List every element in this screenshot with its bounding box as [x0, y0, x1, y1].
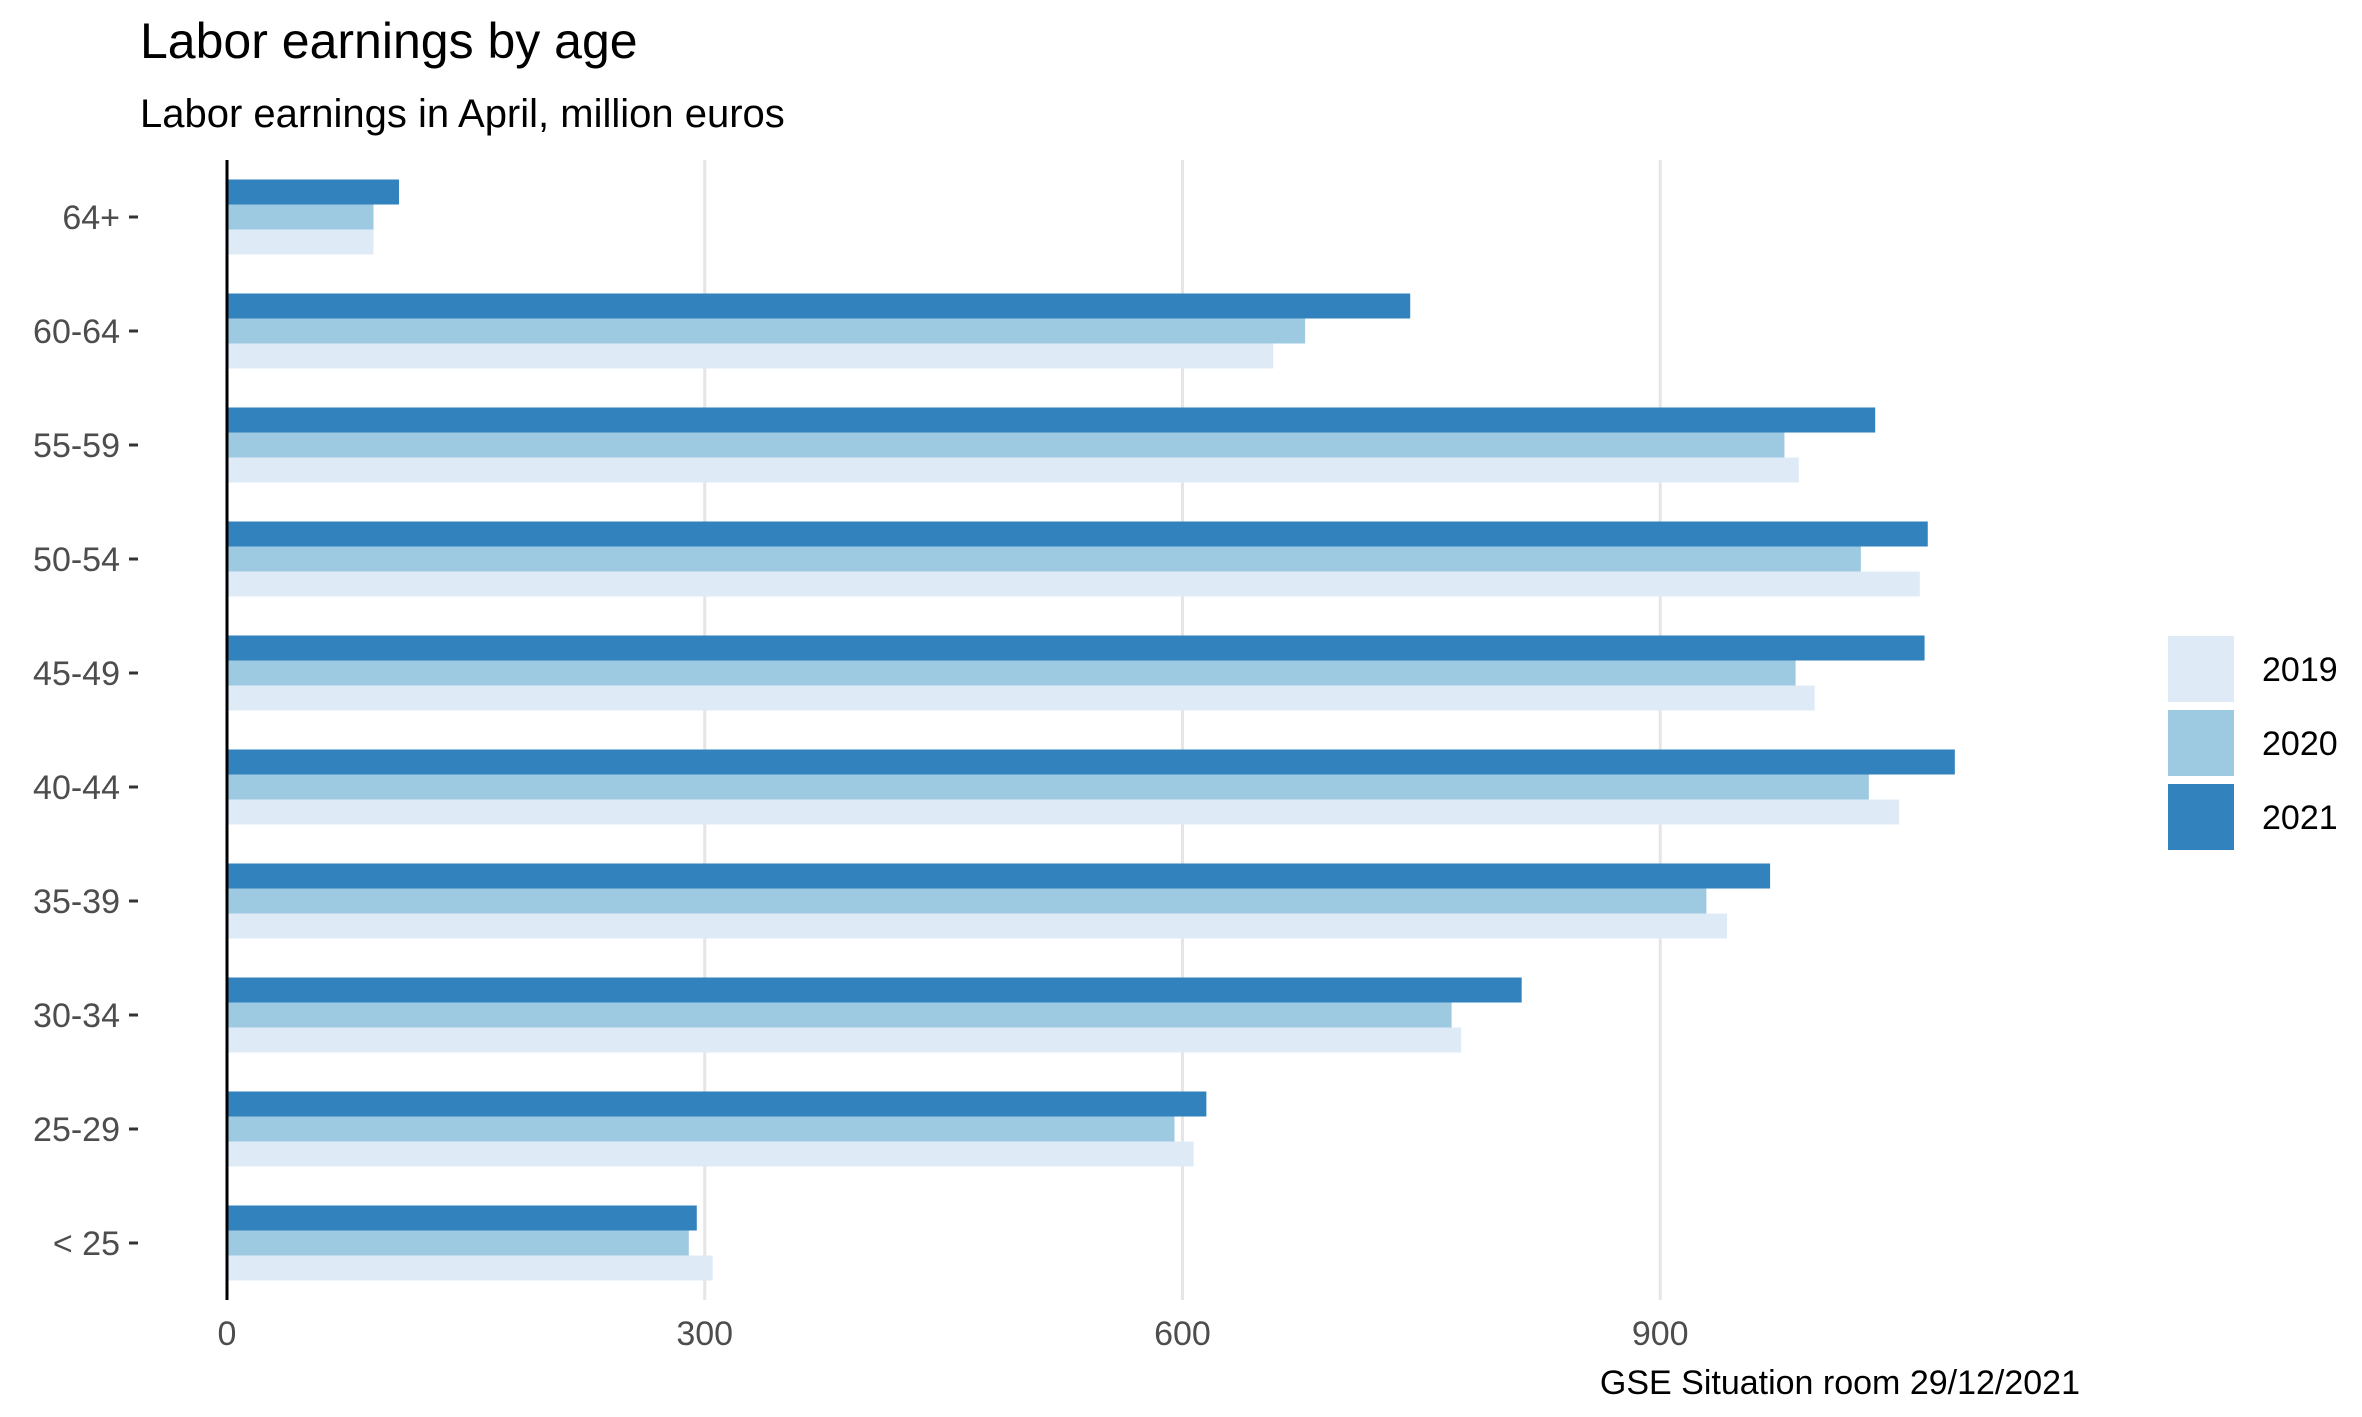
bar-2020-6 — [227, 546, 1861, 572]
y-tick-label-5: 45-49 — [33, 655, 120, 693]
legend-label-2020: 2020 — [2262, 725, 2338, 763]
y-tick-label-4: 40-44 — [33, 769, 120, 807]
chart-subtitle: Labor earnings in April, million euros — [140, 92, 785, 136]
bar-2019-1 — [227, 1141, 1194, 1167]
bar-2019-0 — [227, 1255, 713, 1281]
bar-2019-7 — [227, 457, 1799, 483]
y-tick-label-8: 60-64 — [33, 313, 120, 351]
bar-2019-3 — [227, 913, 1728, 939]
legend-label-2019: 2019 — [2262, 651, 2338, 689]
chart-caption: GSE Situation room 29/12/2021 — [1599, 1364, 2080, 1402]
legend-swatch-2020 — [2168, 710, 2234, 776]
bar-2021-7 — [227, 407, 1876, 433]
legend-swatch-2019 — [2168, 636, 2234, 702]
bar-2021-9 — [227, 179, 399, 205]
x-tick-label-3: 900 — [1632, 1315, 1689, 1353]
bar-2020-9 — [227, 204, 374, 230]
y-tick-label-6: 50-54 — [33, 541, 120, 579]
legend-swatch-2021 — [2168, 784, 2234, 850]
y-tick-label-1: 25-29 — [33, 1111, 120, 1149]
bar-2020-8 — [227, 318, 1306, 344]
bar-2019-2 — [227, 1027, 1462, 1053]
x-tick-label-0: 0 — [218, 1315, 237, 1353]
legend-label-2021: 2021 — [2262, 799, 2338, 837]
bar-2020-4 — [227, 774, 1869, 800]
bar-2020-2 — [227, 1002, 1452, 1028]
y-tick-label-9: 64+ — [62, 199, 120, 237]
bar-2021-8 — [227, 293, 1411, 319]
x-tick-label-2: 600 — [1154, 1315, 1211, 1353]
bar-2020-0 — [227, 1230, 689, 1256]
bar-2021-4 — [227, 749, 1955, 775]
bar-2020-1 — [227, 1116, 1175, 1142]
y-tick-label-2: 30-34 — [33, 997, 120, 1035]
x-axis-ticks: 0 300 600 900 — [218, 1315, 1689, 1353]
bar-2021-3 — [227, 863, 1771, 889]
x-tick-label-1: 300 — [676, 1315, 733, 1353]
bar-2019-8 — [227, 343, 1274, 369]
chart-title: Labor earnings by age — [140, 13, 638, 69]
bar-2019-5 — [227, 685, 1815, 711]
y-tick-label-7: 55-59 — [33, 427, 120, 465]
bar-2021-5 — [227, 635, 1925, 661]
bar-2020-7 — [227, 432, 1785, 458]
bar-2020-5 — [227, 660, 1796, 686]
y-axis-ticks: < 25 25-29 30-34 35-39 40-44 45-49 50-54 55-59 6… — [33, 199, 138, 1263]
bar-2021-6 — [227, 521, 1928, 547]
y-tick-label-3: 35-39 — [33, 883, 120, 921]
bar-2019-6 — [227, 571, 1920, 597]
bar-2020-3 — [227, 888, 1707, 914]
bar-2021-1 — [227, 1091, 1207, 1117]
legend: 2019 2020 2021 — [2168, 636, 2338, 850]
y-tick-label-0: < 25 — [53, 1225, 120, 1263]
bar-2021-0 — [227, 1205, 697, 1231]
bars — [227, 179, 1955, 1281]
bar-2019-4 — [227, 799, 1900, 825]
bar-2021-2 — [227, 977, 1522, 1003]
bar-2019-9 — [227, 229, 374, 255]
